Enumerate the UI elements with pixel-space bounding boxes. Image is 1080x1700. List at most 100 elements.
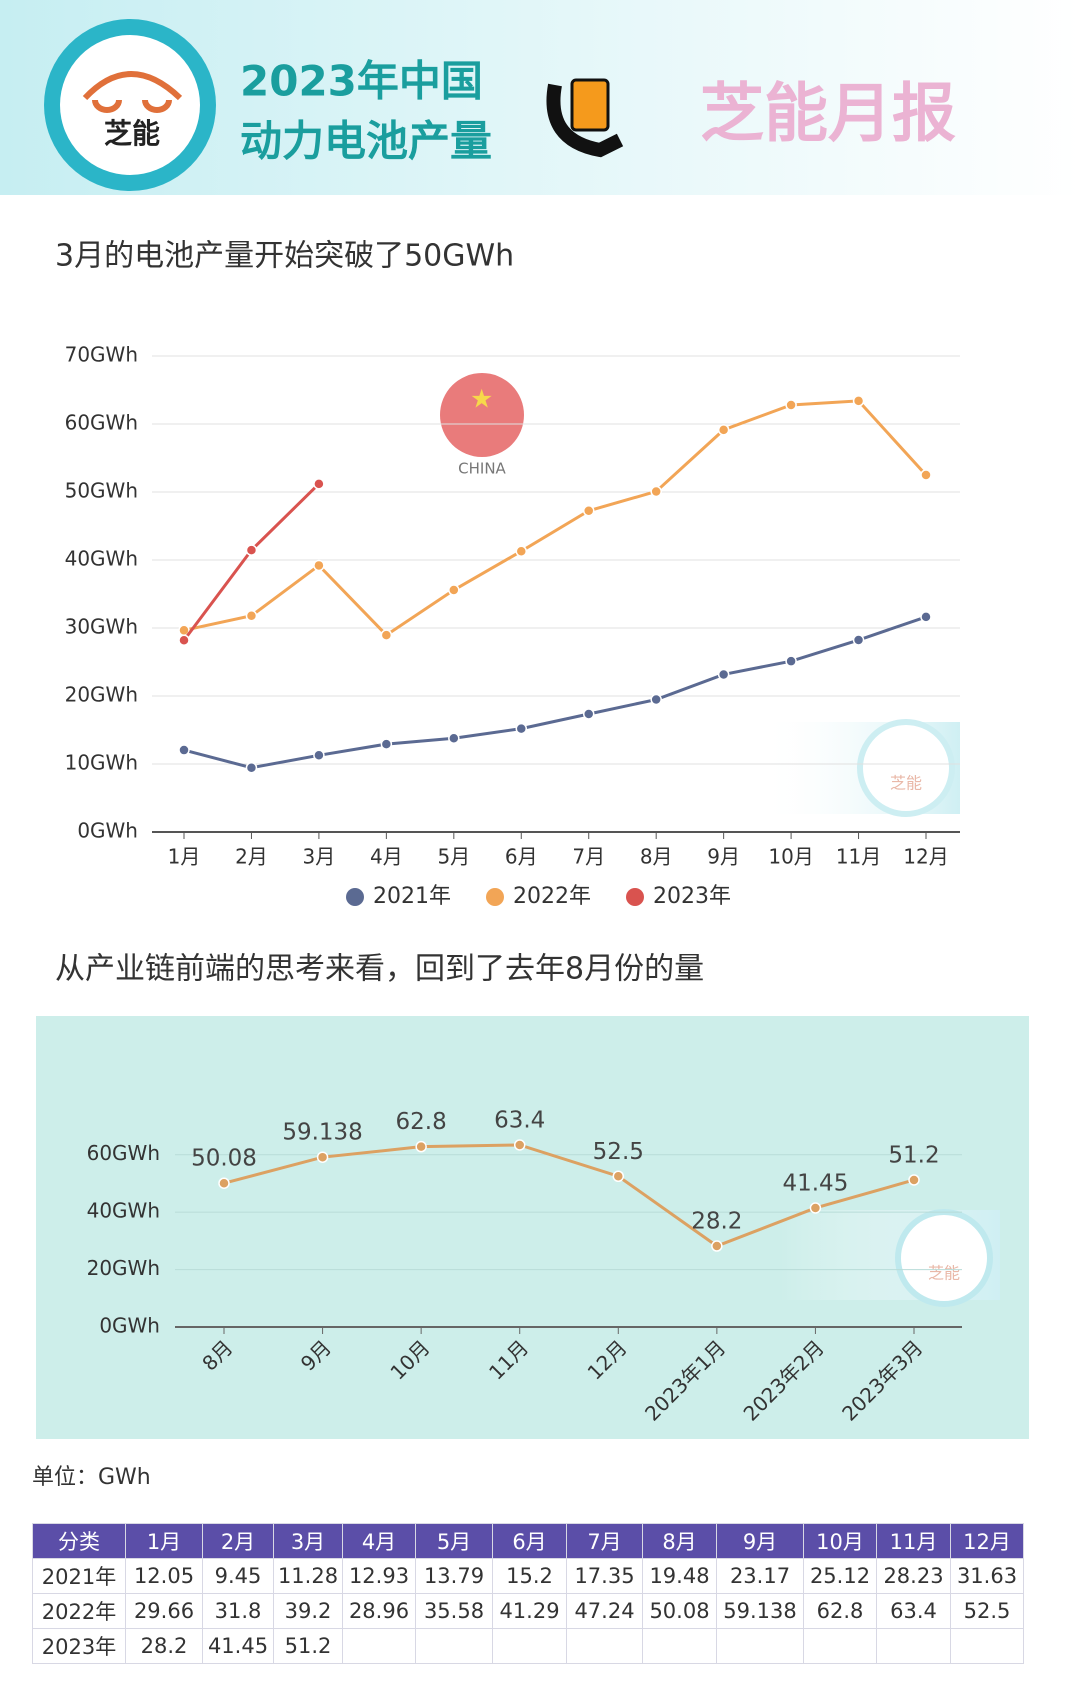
- point: [785, 399, 797, 411]
- data-label: 52.5: [593, 1139, 644, 1165]
- x-tick-label: 9月: [707, 845, 740, 869]
- table-cell: 31.8: [202, 1593, 274, 1629]
- point: [717, 424, 730, 436]
- table-cell: 19.48: [642, 1558, 717, 1594]
- data-label: 59.138: [282, 1120, 362, 1146]
- x-tick-label: 12月: [903, 845, 948, 869]
- point: [582, 708, 595, 720]
- legend-swatch: [486, 888, 504, 906]
- table-header-cell: 5月: [415, 1523, 493, 1559]
- legend-label: 2021年: [373, 884, 451, 909]
- table-header-cell: 8月: [642, 1523, 717, 1559]
- table-header-cell: 1月: [125, 1523, 203, 1559]
- logo-car: [82, 71, 183, 113]
- table-row: 2022年 29.66 31.8 39.2 28.96 35.58 41.29 47.24 50…: [32, 1593, 1024, 1629]
- point: [245, 544, 258, 556]
- battery-icon: [570, 78, 610, 132]
- point: [852, 634, 865, 646]
- x-tick-label: 2月: [235, 845, 268, 869]
- unit-label: 单位：GWh: [32, 1465, 151, 1490]
- data-table: 分类 1月 2月 3月 4月 5月 6月 7月 8月 9月 10月 11月 12月 2021年 12.05 9…: [32, 1523, 1024, 1664]
- table-row: 2021年 12.05 9.45 11.28 12.93 13.79 15.2 17.35 19…: [32, 1558, 1024, 1594]
- table-cell: 15.2: [492, 1558, 567, 1594]
- point: [711, 1240, 723, 1252]
- x-tick-label: 10月: [768, 845, 813, 869]
- y-tick-label: 40GWh: [87, 1199, 160, 1223]
- table-cell: 52.5: [950, 1593, 1024, 1629]
- watermark: [857, 719, 955, 817]
- point: [245, 761, 258, 774]
- point: [908, 1174, 920, 1186]
- legend-label: 2023年: [653, 884, 731, 909]
- table-header-cell: 7月: [566, 1523, 643, 1559]
- table-cell: 39.2: [273, 1593, 343, 1629]
- y-tick-label: 0GWh: [77, 819, 138, 843]
- table-cell: 47.24: [566, 1593, 643, 1629]
- table-cell: 41.45: [202, 1628, 274, 1664]
- point: [448, 732, 460, 744]
- table-cell: 11.28: [273, 1558, 343, 1594]
- table-cell: [415, 1628, 493, 1664]
- table-cell: 62.8: [803, 1593, 877, 1629]
- y-tick-label: 20GWh: [87, 1256, 160, 1280]
- logo-disc: [60, 35, 200, 175]
- table-cell: 12.05: [125, 1558, 203, 1594]
- y-tick-label: 20GWh: [65, 683, 138, 707]
- watermark-text: 芝能: [890, 774, 922, 793]
- y-tick-label: 0GWh: [99, 1314, 160, 1338]
- point: [515, 722, 528, 735]
- x-tick-label: 8月: [640, 845, 673, 869]
- title-line: 动力电池产量: [240, 117, 492, 166]
- data-label: 28.2: [691, 1209, 742, 1235]
- point: [313, 749, 325, 762]
- table-cell: 59.138: [716, 1593, 804, 1629]
- y-tick-label: 60GWh: [87, 1141, 160, 1165]
- point: [513, 1139, 526, 1151]
- data-label: 63.4: [494, 1107, 545, 1133]
- data-label: 50.08: [191, 1146, 257, 1172]
- table-header-cell: 4月: [342, 1523, 416, 1559]
- flag-star: ★: [470, 385, 493, 415]
- table-cell: 12.93: [342, 1558, 416, 1594]
- point: [218, 1177, 230, 1189]
- series-line: [183, 615, 927, 770]
- table-header-cell: 10月: [803, 1523, 877, 1559]
- data-label: 62.8: [396, 1109, 447, 1135]
- table-cell: 2023年: [32, 1628, 126, 1664]
- watermark: [895, 1209, 993, 1307]
- series-line: [183, 399, 928, 638]
- x-tick-label: 1月: [168, 845, 201, 869]
- chart-title: 从产业链前端的思考来看，回到了去年8月份的量: [55, 952, 704, 987]
- table-cell: [716, 1628, 804, 1664]
- point: [313, 478, 325, 490]
- series-line: [223, 1143, 915, 1248]
- y-tick-label: 70GWh: [65, 343, 138, 367]
- point: [178, 634, 190, 646]
- table-cell: 50.08: [642, 1593, 717, 1629]
- point: [717, 668, 730, 681]
- point: [245, 610, 258, 622]
- point: [380, 738, 393, 750]
- x-tick-label: 4月: [370, 845, 403, 869]
- table-cell: [950, 1628, 1024, 1664]
- table-cell: 28.2: [125, 1628, 203, 1664]
- x-tick-label: 5月: [437, 845, 470, 869]
- table-row: 2023年 28.2 41.45 51.2: [32, 1628, 1024, 1664]
- table-header-cell: 12月: [950, 1523, 1024, 1559]
- legend-swatch: [346, 888, 364, 906]
- legend-swatch: [626, 888, 644, 906]
- table-cell: [642, 1628, 717, 1664]
- point: [313, 559, 325, 572]
- point: [316, 1151, 329, 1163]
- point: [415, 1140, 427, 1153]
- point: [612, 1170, 625, 1182]
- table-header-cell: 2月: [202, 1523, 274, 1559]
- point: [920, 611, 932, 623]
- point: [785, 655, 797, 667]
- table-cell: [566, 1628, 643, 1664]
- point: [515, 545, 528, 557]
- table-cell: [342, 1628, 416, 1664]
- wrench-icon: [546, 83, 624, 158]
- legend-label: 2022年: [513, 884, 591, 909]
